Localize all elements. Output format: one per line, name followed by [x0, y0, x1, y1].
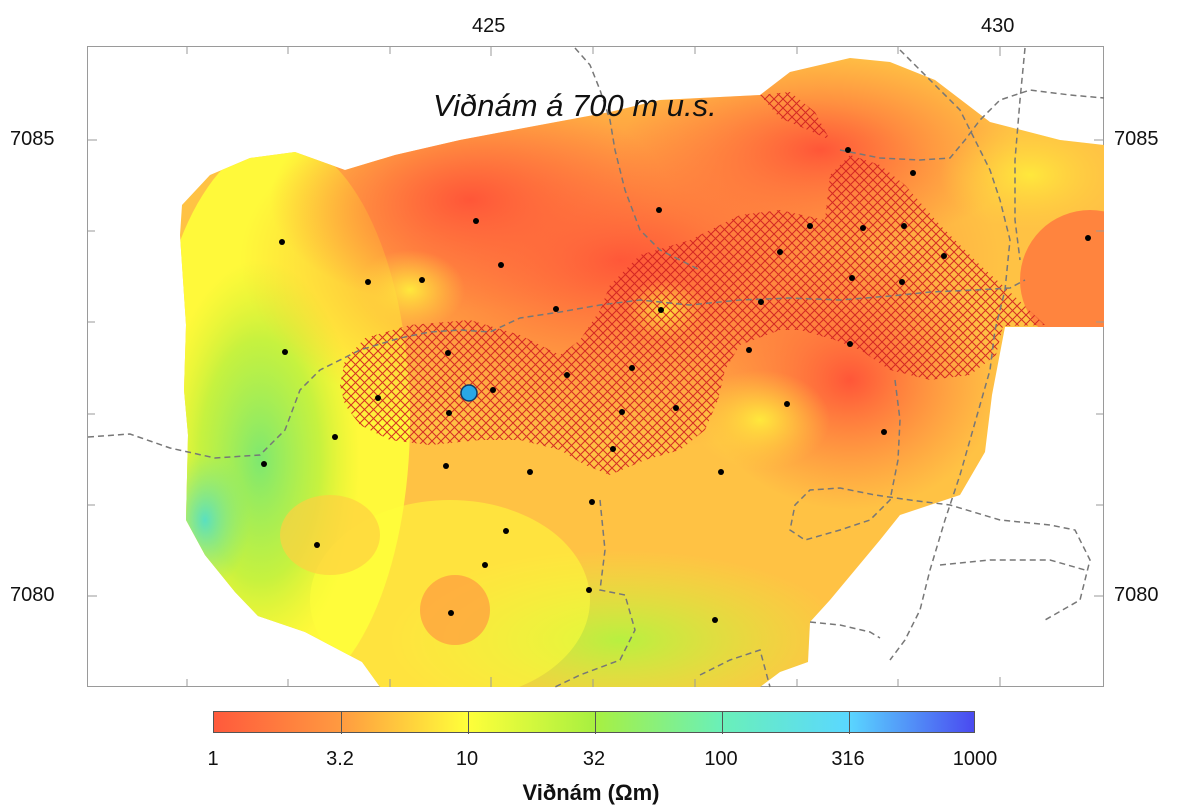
- colorbar-label-1000: 1000: [952, 748, 998, 770]
- y-tick-label-left-7080: 7080: [10, 584, 55, 606]
- colorbar-label-316: 316: [831, 748, 865, 770]
- axis-ticks: [87, 46, 1104, 687]
- station-points: [261, 147, 1091, 623]
- colorbar-label-1: 1: [207, 748, 219, 770]
- colorbar-tick: [722, 712, 723, 734]
- colorbar-tick: [595, 712, 596, 734]
- y-tick-label-right-7080: 7080: [1114, 584, 1159, 606]
- colorbar: [213, 711, 975, 734]
- highlighted-well-marker: [460, 384, 478, 402]
- colorbar-label-32: 32: [582, 748, 606, 770]
- colorbar-tick: [341, 712, 342, 734]
- colorbar-title: Viðnám (Ωm): [522, 780, 660, 805]
- hatched-low-resistivity-zone: [340, 92, 1045, 475]
- colorbar-label-100: 100: [704, 748, 738, 770]
- x-tick-label-430: 430: [981, 15, 1015, 37]
- colorbar-tick: [468, 712, 469, 734]
- y-tick-label-left-7085: 7085: [10, 128, 55, 150]
- y-tick-label-right-7085: 7085: [1114, 128, 1159, 150]
- map-title: Viðnám á 700 m u.s.: [433, 88, 717, 123]
- colorbar-tick: [849, 712, 850, 734]
- colorbar-label-10: 10: [455, 748, 479, 770]
- colorbar-label-3-2: 3.2: [326, 748, 354, 770]
- road-lines: [87, 47, 1105, 688]
- x-tick-label-425: 425: [472, 15, 506, 37]
